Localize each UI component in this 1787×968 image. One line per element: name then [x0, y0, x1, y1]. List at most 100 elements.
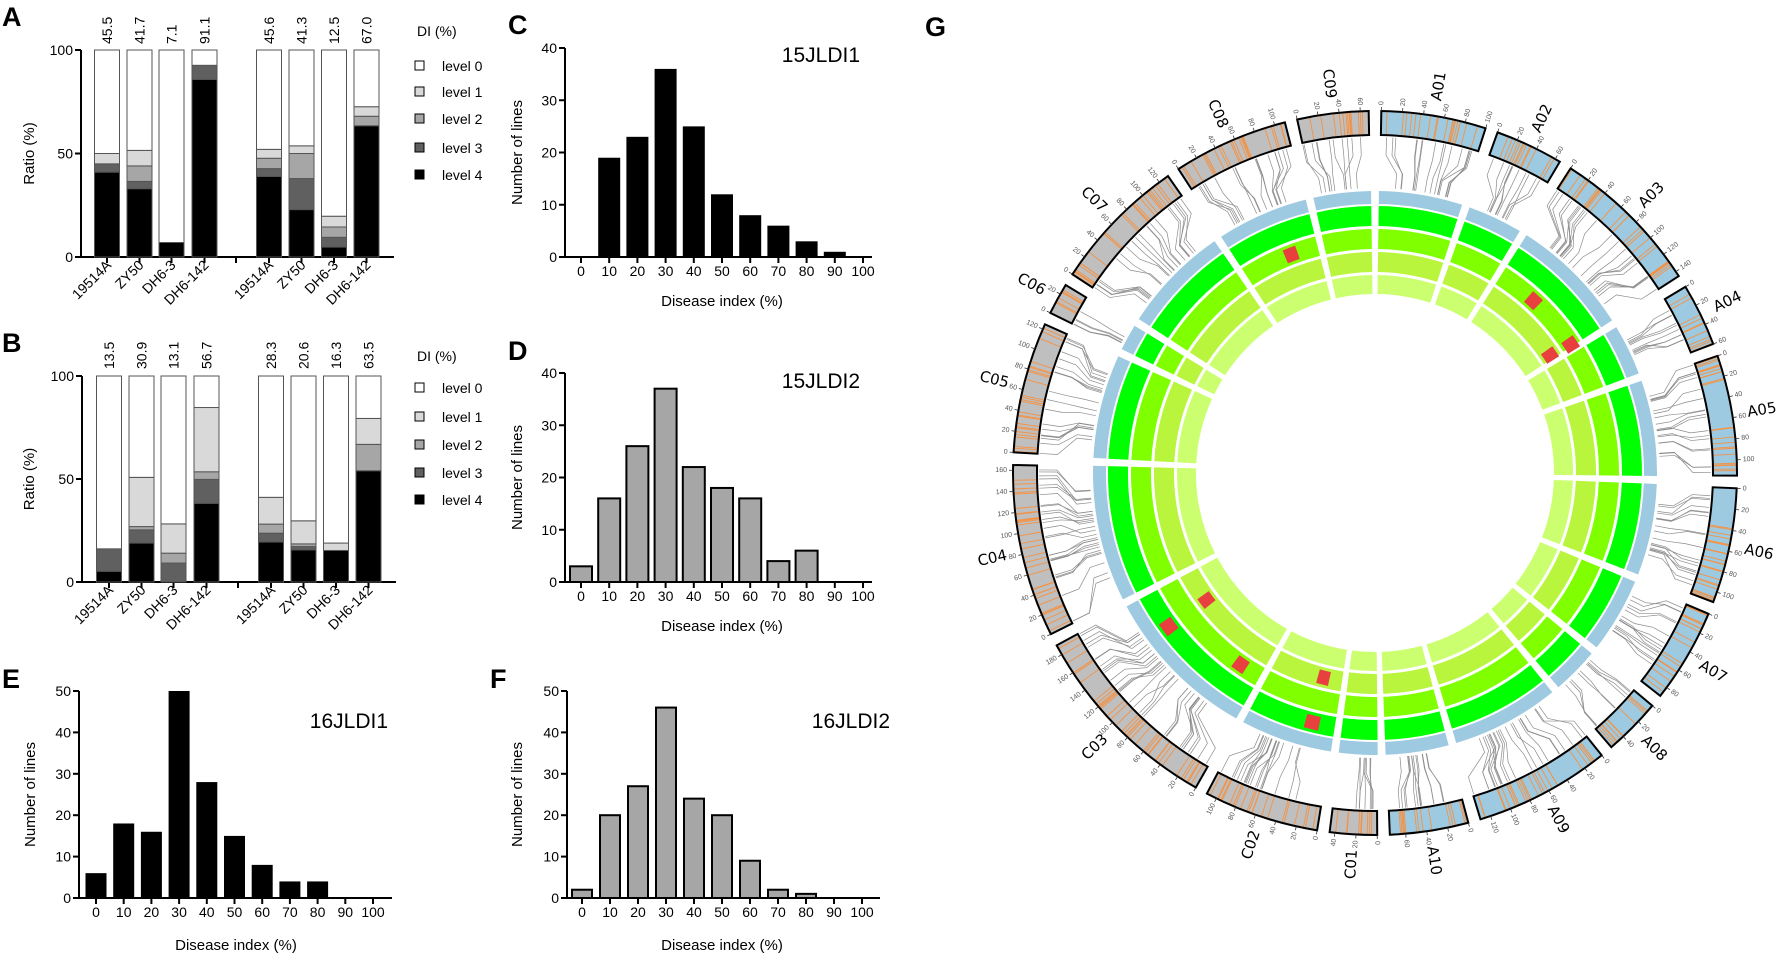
synteny-link: [1254, 158, 1268, 210]
qtl-marker: [1231, 655, 1250, 675]
chromosome-tick: [1316, 830, 1318, 835]
synteny-link: [1596, 276, 1649, 295]
chromosome-tick-label: 0: [1497, 122, 1505, 128]
chromosome-tick: [1708, 613, 1713, 616]
synteny-link: [1179, 697, 1200, 747]
synteny-link: [1094, 287, 1147, 304]
chromosome-tick: [1635, 219, 1640, 223]
synteny-link: [1346, 138, 1352, 190]
x-tick-label: 80: [799, 263, 815, 279]
synteny-link: [1492, 732, 1502, 785]
chromosome-tick: [1108, 221, 1113, 225]
histogram-bar: [823, 251, 846, 257]
synteny-link: [1555, 200, 1573, 254]
chromosome-outline: [1693, 354, 1738, 477]
marker-line: [1708, 524, 1733, 530]
marker-line: [1503, 137, 1513, 161]
marker-line: [1638, 245, 1658, 262]
marker-line: [1412, 113, 1417, 138]
synteny-link: [1073, 323, 1122, 343]
chromosome-tick-label: 80: [1728, 570, 1738, 579]
marker-line: [1021, 394, 1046, 401]
chromosome-tick-label: 80: [1116, 739, 1127, 750]
chromosome-band: [1329, 808, 1378, 835]
marker-line: [1670, 635, 1693, 649]
marker-line: [1652, 265, 1673, 281]
chromosome-tick-label: 60: [1132, 754, 1142, 765]
marker-line: [1350, 111, 1353, 136]
blue-track-sector: [1138, 241, 1222, 327]
synteny-link: [1131, 240, 1170, 276]
chromosome-tick-label: 0: [1312, 836, 1320, 841]
chromosome-tick-label: 0: [1722, 350, 1728, 358]
histogram-bar: [627, 785, 649, 899]
marker-line: [1403, 809, 1407, 834]
green-track-sector-3: [1442, 264, 1489, 301]
synteny-link: [1234, 167, 1261, 213]
synteny-link: [1316, 141, 1331, 192]
synteny-link: [1154, 218, 1182, 265]
chromosome-tick: [1274, 821, 1277, 826]
bar-segment-level-0: [290, 375, 317, 522]
synteny-link: [1073, 572, 1109, 622]
green-track-sector-3: [1382, 667, 1433, 694]
bar-segment-level-0: [128, 375, 155, 478]
y-tick-label: 40: [55, 724, 71, 740]
chromosome-tick-label: 0: [1571, 158, 1579, 165]
synteny-link: [1656, 427, 1709, 434]
synteny-link: [1652, 537, 1703, 548]
y-tick-label: 50: [57, 146, 73, 162]
green-track-sector-2: [1260, 671, 1340, 714]
chromosome-outline: [1012, 463, 1074, 636]
chromosome-tick: [1637, 721, 1642, 725]
qtl-marker: [1303, 713, 1322, 731]
y-tick-label: 40: [541, 365, 557, 381]
synteny-link: [1281, 149, 1289, 203]
histogram-c: 0 10 20 30 40 0 10 20 30 40 50 60 70 80 90 100 Disease i…: [509, 40, 875, 310]
marker-line: [1121, 214, 1139, 232]
bar-segment-level-0: [160, 375, 187, 525]
synteny-link: [1118, 664, 1165, 691]
synteny-link: [1563, 210, 1586, 260]
histogram-f: 0 10 20 30 40 50 0 10 20 30 40 50 60 70 80 90 100 Disease…: [509, 683, 890, 954]
green-track-sector-2: [1378, 229, 1451, 260]
chromosome-band: [1664, 286, 1714, 353]
marker-line: [1696, 577, 1720, 586]
x-tick-label: 100: [851, 263, 875, 279]
marker-line: [1687, 335, 1711, 346]
chromosome-tick: [1273, 121, 1276, 126]
chromosome-tick-label: 80: [1741, 434, 1750, 442]
marker-line: [1061, 291, 1083, 305]
bar-segment-level-1: [160, 523, 187, 554]
marker-line: [1135, 726, 1152, 745]
bar-segment-level-4: [96, 570, 122, 583]
histogram-bar: [140, 831, 162, 898]
marker-line: [1115, 708, 1134, 726]
synteny-link: [1328, 140, 1336, 191]
synteny-link: [1116, 258, 1162, 285]
marker-line: [1272, 125, 1281, 149]
panel-label-b: B: [2, 328, 22, 358]
chromosome-tick: [1157, 764, 1161, 768]
synteny-link: [1630, 599, 1683, 609]
synteny-link: [1658, 494, 1711, 507]
bar-segment-level-1: [256, 148, 282, 159]
y-tick-label: 20: [541, 145, 557, 161]
synteny-link: [1363, 757, 1374, 809]
chromosome-tick-label: 40: [1150, 767, 1160, 778]
green-track-sector-3: [1432, 629, 1514, 685]
di-value-label: 20.6: [296, 342, 312, 369]
synteny-link: [1649, 364, 1694, 397]
chromosome-tick-label: 0: [1003, 449, 1007, 456]
synteny-link: [1055, 553, 1102, 578]
synteny-link: [1504, 179, 1541, 220]
synteny-link: [1099, 653, 1155, 667]
marker-line: [1626, 697, 1646, 715]
bar-4: [256, 49, 282, 258]
x-tick-label: 0: [577, 588, 585, 604]
chromosome-tick: [1213, 144, 1216, 149]
synteny-link: [1202, 184, 1238, 224]
synteny-link: [1572, 234, 1613, 268]
